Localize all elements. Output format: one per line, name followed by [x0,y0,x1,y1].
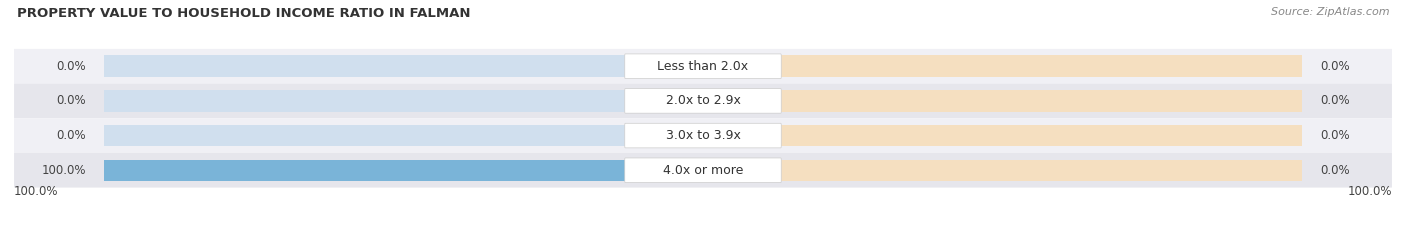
Bar [740,125,1302,146]
FancyBboxPatch shape [14,49,1392,84]
FancyBboxPatch shape [14,118,1392,153]
Text: 0.0%: 0.0% [1320,164,1350,177]
Text: 0.0%: 0.0% [1320,129,1350,142]
Bar [740,90,1302,112]
Text: PROPERTY VALUE TO HOUSEHOLD INCOME RATIO IN FALMAN: PROPERTY VALUE TO HOUSEHOLD INCOME RATIO… [17,7,471,20]
Text: 0.0%: 0.0% [1320,94,1350,107]
FancyBboxPatch shape [14,153,1392,188]
Text: 0.0%: 0.0% [56,94,86,107]
Bar [104,125,666,146]
Text: 0.0%: 0.0% [1320,60,1350,73]
FancyBboxPatch shape [624,89,782,113]
Text: 3.0x to 3.9x: 3.0x to 3.9x [665,129,741,142]
FancyBboxPatch shape [14,84,1392,118]
Bar [104,160,666,181]
Text: 0.0%: 0.0% [56,60,86,73]
FancyBboxPatch shape [624,158,782,182]
Bar [740,160,1302,181]
FancyBboxPatch shape [624,54,782,79]
Text: 100.0%: 100.0% [14,185,59,198]
Text: 100.0%: 100.0% [41,164,86,177]
Bar [740,55,1302,77]
Text: 100.0%: 100.0% [1347,185,1392,198]
Bar [104,160,666,181]
Text: 4.0x or more: 4.0x or more [662,164,744,177]
Bar [104,90,666,112]
Text: Source: ZipAtlas.com: Source: ZipAtlas.com [1271,7,1389,17]
FancyBboxPatch shape [624,123,782,148]
Bar [104,55,666,77]
Text: 2.0x to 2.9x: 2.0x to 2.9x [665,94,741,107]
Text: Less than 2.0x: Less than 2.0x [658,60,748,73]
Text: 0.0%: 0.0% [56,129,86,142]
